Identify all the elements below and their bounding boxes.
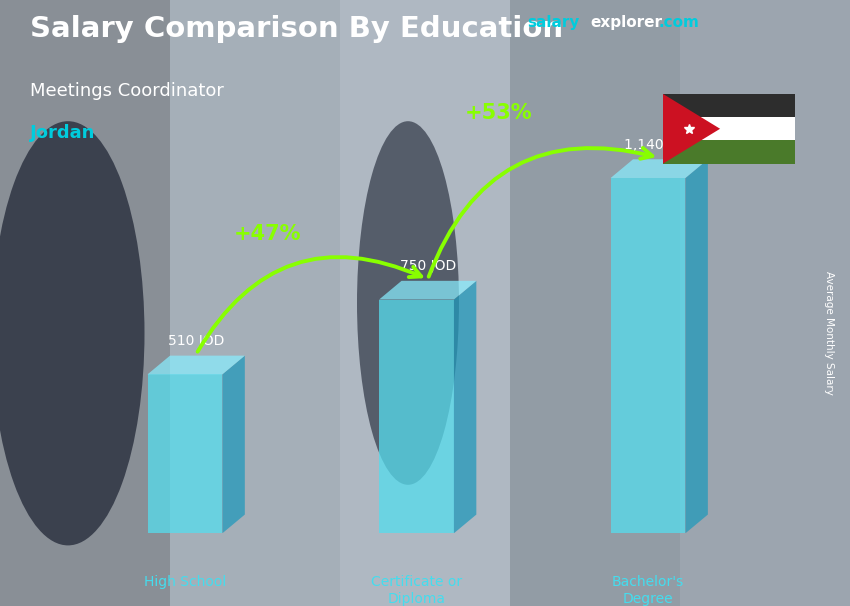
FancyBboxPatch shape	[340, 0, 510, 606]
Text: Average Monthly Salary: Average Monthly Salary	[824, 271, 834, 395]
Polygon shape	[379, 299, 454, 533]
Text: Salary Comparison By Education: Salary Comparison By Education	[30, 15, 563, 43]
Text: 1,140 JOD: 1,140 JOD	[625, 138, 694, 152]
Text: 750 JOD: 750 JOD	[400, 259, 456, 273]
Text: Certificate or
Diploma: Certificate or Diploma	[371, 575, 462, 605]
Text: Bachelor's
Degree: Bachelor's Degree	[612, 575, 684, 605]
Ellipse shape	[0, 121, 144, 545]
Text: Meetings Coordinator: Meetings Coordinator	[30, 82, 224, 100]
Text: Jordan: Jordan	[30, 124, 95, 142]
Polygon shape	[610, 159, 708, 178]
FancyBboxPatch shape	[0, 0, 170, 606]
Text: salary: salary	[527, 15, 580, 30]
FancyBboxPatch shape	[510, 0, 680, 606]
Polygon shape	[223, 356, 245, 533]
Ellipse shape	[357, 121, 459, 485]
Polygon shape	[454, 281, 476, 533]
Text: +53%: +53%	[465, 102, 533, 122]
Polygon shape	[663, 94, 795, 117]
Text: 510 JOD: 510 JOD	[168, 334, 224, 348]
FancyBboxPatch shape	[170, 0, 340, 606]
Polygon shape	[663, 141, 795, 164]
Text: explorer: explorer	[591, 15, 663, 30]
Polygon shape	[685, 159, 708, 533]
Polygon shape	[663, 117, 795, 141]
Text: High School: High School	[144, 575, 226, 590]
Polygon shape	[148, 356, 245, 375]
Polygon shape	[379, 281, 476, 299]
Polygon shape	[663, 94, 720, 164]
Polygon shape	[610, 178, 685, 533]
FancyBboxPatch shape	[680, 0, 850, 606]
Polygon shape	[148, 375, 223, 533]
Text: +47%: +47%	[234, 224, 301, 244]
Text: .com: .com	[659, 15, 700, 30]
